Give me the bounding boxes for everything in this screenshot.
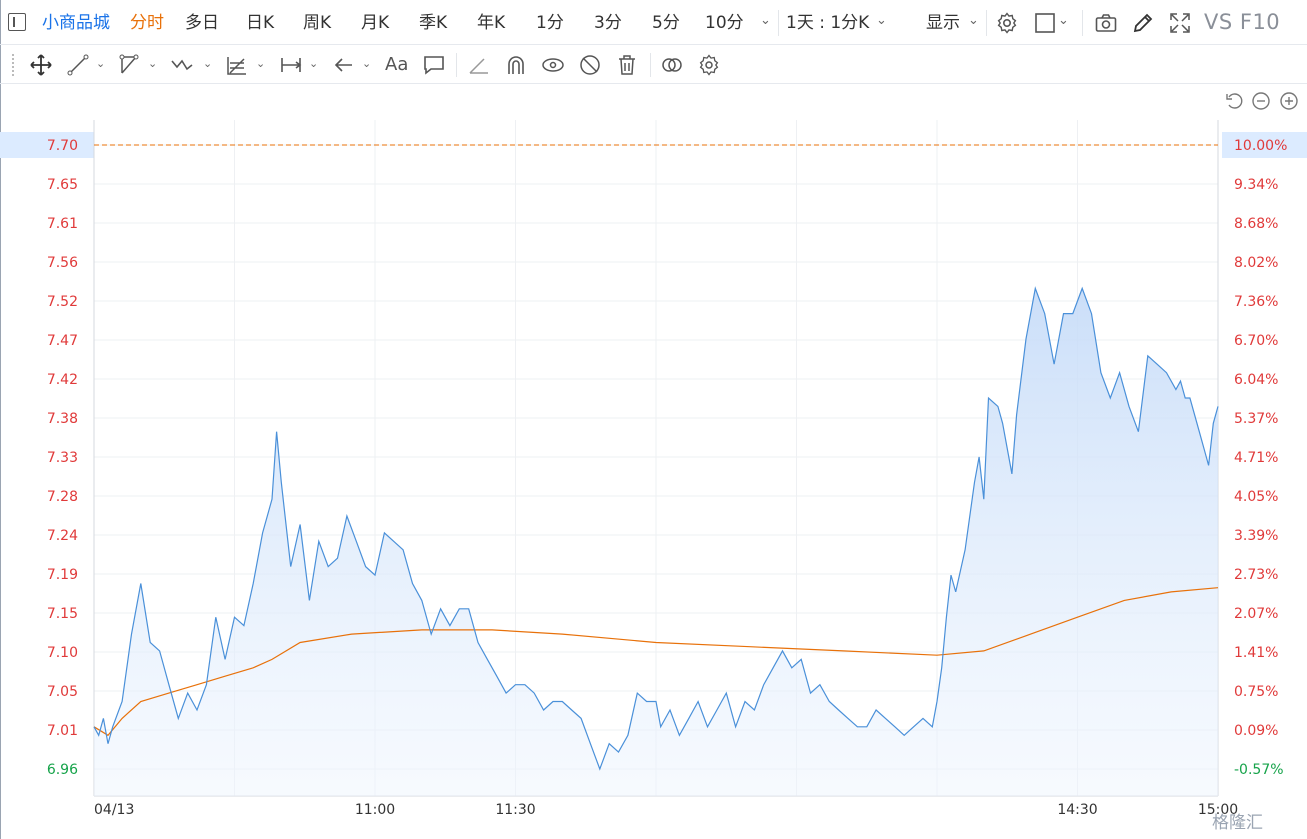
- chevron-down-icon[interactable]: ⌄: [1058, 13, 1069, 28]
- chevron-down-icon[interactable]: ⌄: [968, 13, 979, 28]
- fullscreen-icon[interactable]: [1168, 11, 1192, 35]
- move-cross-icon[interactable]: [29, 53, 53, 77]
- chevron-down-icon[interactable]: ⌄: [362, 57, 371, 70]
- chevron-down-icon[interactable]: ⌄: [256, 57, 265, 70]
- divider: [778, 10, 779, 36]
- overlay-icon[interactable]: [660, 53, 684, 77]
- camera-icon[interactable]: [1094, 11, 1118, 35]
- tab-5min[interactable]: 5分: [652, 12, 680, 34]
- tab-yearly-k[interactable]: 年K: [477, 12, 505, 34]
- fib-tool-icon[interactable]: [225, 53, 249, 77]
- range-select[interactable]: 1天 : 1分K: [786, 12, 869, 34]
- tab-3min[interactable]: 3分: [594, 12, 622, 34]
- tab-daily-k[interactable]: 日K: [246, 12, 274, 34]
- trash-icon[interactable]: [615, 53, 639, 77]
- drag-handle[interactable]: [12, 54, 16, 76]
- text-tool-icon[interactable]: Aa: [385, 54, 408, 75]
- polyline-tool-icon[interactable]: [118, 53, 142, 77]
- tab-10min[interactable]: 10分: [705, 12, 744, 34]
- vs-f10-button[interactable]: VS F10: [1204, 10, 1280, 34]
- zoom-out-icon[interactable]: [1251, 91, 1271, 111]
- line-tool-icon[interactable]: [66, 53, 90, 77]
- tab-monthly-k[interactable]: 月K: [361, 12, 389, 34]
- tab-intraday[interactable]: 分时: [130, 12, 164, 34]
- chevron-down-icon[interactable]: ⌄: [309, 57, 318, 70]
- symbol-name[interactable]: 小商品城: [42, 12, 110, 34]
- tab-weekly-k[interactable]: 周K: [303, 12, 331, 34]
- display-menu[interactable]: 显示: [926, 12, 960, 34]
- tab-multi-day[interactable]: 多日: [185, 12, 219, 34]
- chevron-down-icon[interactable]: ⌄: [760, 13, 771, 28]
- divider: [986, 10, 987, 36]
- square-shape-icon[interactable]: [1033, 11, 1057, 35]
- arrow-left-icon[interactable]: [332, 53, 356, 77]
- chevron-down-icon[interactable]: ⌄: [203, 57, 212, 70]
- divider: [456, 53, 457, 77]
- panel-toggle-icon[interactable]: [8, 13, 26, 31]
- chevron-down-icon[interactable]: ⌄: [876, 13, 887, 28]
- tab-1min[interactable]: 1分: [536, 12, 564, 34]
- magnet-icon[interactable]: [504, 53, 528, 77]
- eye-off-icon[interactable]: [578, 53, 602, 77]
- pencil-icon[interactable]: [1131, 11, 1155, 35]
- measure-tool-icon[interactable]: [279, 53, 303, 77]
- settings-gear-icon[interactable]: [995, 11, 1019, 35]
- comment-icon[interactable]: [422, 53, 446, 77]
- chevron-down-icon[interactable]: ⌄: [96, 57, 105, 70]
- watermark-logo: 格隆汇: [1212, 808, 1263, 833]
- zoom-in-icon[interactable]: [1279, 91, 1299, 111]
- gear-icon[interactable]: [697, 53, 721, 77]
- chevron-down-icon[interactable]: ⌄: [148, 57, 157, 70]
- eye-lock-icon[interactable]: [541, 53, 565, 77]
- divider: [650, 53, 651, 77]
- tab-quarterly-k[interactable]: 季K: [419, 12, 447, 34]
- divider: [1082, 10, 1083, 36]
- ruler-icon[interactable]: [467, 53, 491, 77]
- reset-icon[interactable]: [1224, 91, 1244, 111]
- top-toolbar: 小商品城 分时 多日 日K 周K 月K 季K 年K 1分 3分 5分 10分 ⌄…: [0, 0, 1307, 45]
- wave-tool-icon[interactable]: [170, 53, 194, 77]
- drawing-toolbar: ⌄ ⌄ ⌄ ⌄ ⌄ ⌄ Aa: [0, 46, 1307, 84]
